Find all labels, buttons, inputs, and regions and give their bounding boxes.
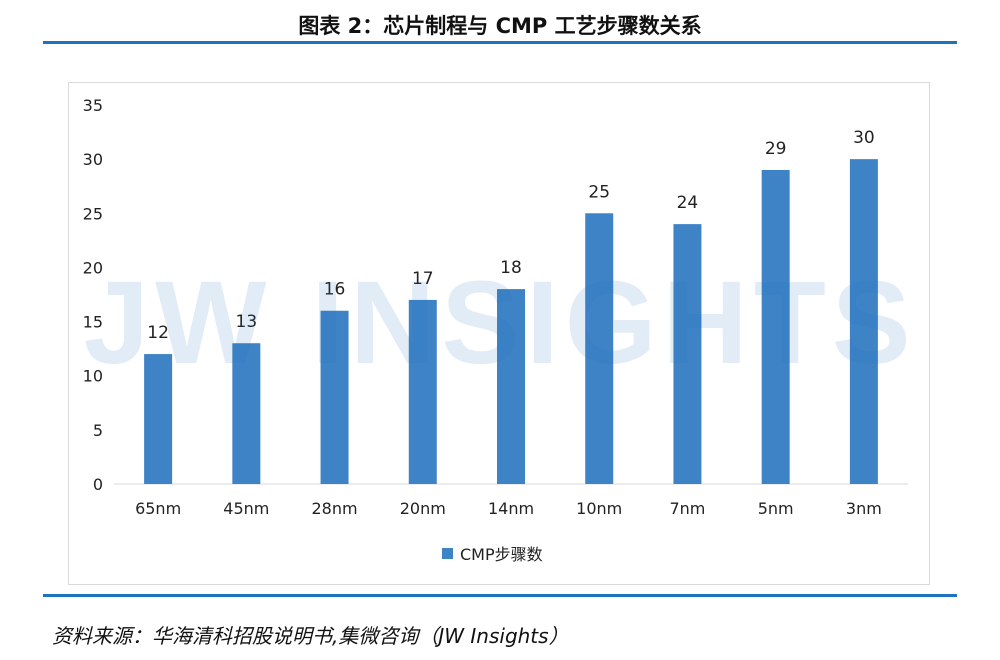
x-axis: 65nm 45nm 28nm 20nm 14nm 10nm 7nm 5nm 3nm — [135, 499, 882, 518]
y-tick-label: 30 — [83, 150, 103, 169]
title-divider — [43, 41, 957, 44]
x-tick-label: 3nm — [846, 499, 882, 518]
bar-10nm — [585, 213, 614, 485]
y-tick-label: 35 — [83, 96, 103, 115]
bar-28nm — [320, 310, 349, 484]
data-label: 18 — [500, 258, 522, 278]
bars — [144, 159, 878, 485]
y-tick-label: 15 — [83, 313, 103, 332]
data-label: 24 — [677, 193, 699, 213]
data-labels: 12 13 16 17 18 25 24 29 30 — [147, 128, 874, 343]
x-tick-label: 28nm — [312, 499, 358, 518]
x-tick-label: 45nm — [223, 499, 269, 518]
data-label: 17 — [412, 269, 434, 289]
legend: CMP步骤数 — [442, 545, 543, 564]
chart-title: 图表 2：芯片制程与 CMP 工艺步骤数关系 — [298, 14, 702, 38]
bar-20nm — [408, 299, 437, 484]
legend-swatch — [442, 548, 453, 559]
data-label: 30 — [853, 128, 875, 148]
x-tick-label: 14nm — [488, 499, 534, 518]
y-tick-label: 25 — [83, 204, 103, 223]
bar-45nm — [232, 343, 261, 484]
legend-label: CMP步骤数 — [460, 545, 543, 564]
y-tick-label: 20 — [83, 258, 103, 277]
y-tick-label: 10 — [83, 367, 103, 386]
x-tick-label: 7nm — [669, 499, 705, 518]
source-note: 资料来源：华海清科招股说明书,集微咨询（JW Insights） — [52, 624, 569, 648]
bar-65nm — [144, 354, 173, 484]
data-label: 16 — [324, 280, 346, 300]
data-label: 12 — [147, 323, 169, 343]
bar-7nm — [673, 224, 702, 484]
bar-3nm — [849, 159, 878, 484]
y-tick-label: 0 — [93, 475, 103, 494]
bar-5nm — [761, 169, 790, 484]
x-tick-label: 65nm — [135, 499, 181, 518]
bar-14nm — [497, 289, 525, 484]
y-tick-label: 5 — [93, 421, 103, 440]
data-label: 29 — [765, 139, 787, 159]
data-label: 13 — [236, 312, 258, 332]
data-label: 25 — [588, 182, 610, 202]
footer-divider — [43, 594, 957, 597]
x-tick-label: 10nm — [576, 499, 622, 518]
y-axis: 0 5 10 15 20 25 30 35 — [83, 96, 103, 494]
x-tick-label: 20nm — [400, 499, 446, 518]
watermark: JW INSIGHTS — [83, 257, 917, 389]
x-tick-label: 5nm — [758, 499, 794, 518]
